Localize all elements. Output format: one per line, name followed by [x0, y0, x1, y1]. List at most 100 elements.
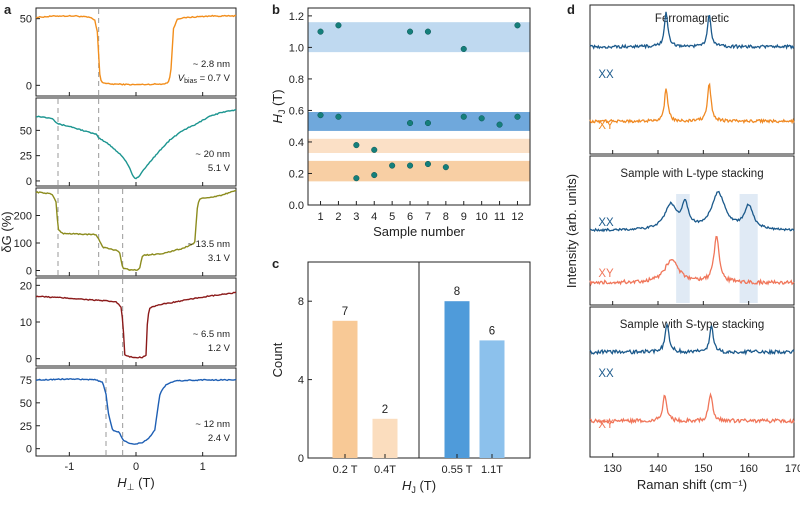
y-tick-label: 25 [20, 151, 32, 163]
panel-label-b: b [272, 2, 280, 17]
x-tick-label: 160 [739, 463, 757, 475]
y-tick-label: 200 [14, 211, 32, 223]
subplot-frame [35, 277, 237, 367]
spectrum-xy [589, 392, 795, 425]
y-tick-label: 0 [26, 354, 32, 366]
x-tick-label: 0.4T [374, 464, 396, 476]
bar-value-label: 6 [489, 325, 495, 337]
voltage-label: 1.2 V [208, 343, 231, 354]
spectrum-xy [589, 82, 795, 125]
y-tick-label: 100 [14, 238, 32, 250]
x-tick-label: 150 [694, 463, 712, 475]
y-tick-label: 50 [20, 14, 32, 26]
curve-line-2 [35, 109, 237, 180]
y-axis-label: HJ (T) [270, 89, 287, 123]
y-tick-label: 0 [26, 444, 32, 456]
data-point [406, 28, 414, 35]
voltage-label: 2.4 V [208, 433, 231, 444]
voltage-label: 5.1 V [208, 163, 231, 174]
data-point [424, 119, 432, 127]
x-tick-label: 0.2 T [333, 464, 358, 476]
bar-2 [372, 418, 398, 458]
y-tick-label: 10 [20, 317, 32, 329]
x-tick-label: 1 [200, 461, 206, 473]
x-tick-label: 170 [785, 463, 800, 475]
x-axis-label: H⊥ (T) [117, 475, 154, 492]
y-tick-label: 0.6 [289, 105, 304, 117]
subplot-frame [35, 97, 237, 187]
curve-line-1 [35, 14, 237, 86]
subplot-frame [589, 306, 795, 458]
highlight-region [676, 194, 690, 303]
bias-label: Vbias = 0.7 V [178, 73, 231, 85]
x-axis-label: HJ (T) [402, 478, 436, 495]
x-tick-label: 5 [389, 211, 395, 223]
panel-label-a: a [4, 2, 12, 17]
y-tick-label: 8 [298, 296, 304, 308]
y-tick-label: 0 [26, 266, 32, 278]
bar-value-label: 8 [454, 286, 460, 298]
highlight-band [308, 138, 530, 153]
data-point [478, 115, 485, 122]
spectrum-xx [589, 190, 795, 233]
data-point [335, 113, 342, 120]
spectrum-xx [589, 11, 795, 50]
x-tick-label: 1 [317, 211, 323, 223]
x-tick-label: 10 [476, 211, 488, 223]
series-label-xy: XY [598, 120, 614, 132]
thickness-label: ~ 20 nm [195, 149, 230, 160]
x-tick-label: 11 [494, 211, 505, 223]
subplot-title: Sample with L-type stacking [620, 168, 763, 180]
x-axis-label: Sample number [373, 224, 465, 239]
data-point [317, 112, 324, 119]
subplot-title: Sample with S-type stacking [620, 319, 764, 331]
y-tick-label: 25 [20, 421, 32, 433]
series-label-xy: XY [598, 268, 614, 280]
x-axis-label: Raman shift (cm⁻¹) [637, 477, 747, 492]
x-tick-label: 9 [461, 211, 467, 223]
series-label-xx: XX [598, 217, 614, 229]
curve-line-5 [35, 377, 237, 445]
data-point [335, 22, 342, 29]
bar-1 [332, 320, 358, 458]
thickness-label: ~ 2.8 nm [193, 59, 230, 70]
x-tick-label: 0 [133, 461, 139, 473]
panel-b: b0.00.20.40.60.81.01.21 2 3 4 5 6 7 8 9 10 11 12Sam… [270, 2, 531, 239]
x-tick-label: 140 [649, 463, 667, 475]
curve-line-3 [35, 189, 237, 272]
panel-label-c: c [272, 256, 279, 271]
y-tick-label: 20 [20, 280, 32, 292]
y-tick-label: 75 [20, 375, 32, 387]
data-point [389, 162, 396, 169]
thickness-label: ~ 12 nm [195, 419, 230, 430]
panel-label-d: d [567, 2, 575, 17]
curve-line-4 [35, 291, 237, 359]
highlight-band [308, 22, 530, 53]
x-tick-label: 6 [407, 211, 413, 223]
y-tick-label: 0 [26, 80, 32, 92]
y-tick-label: 0 [298, 453, 304, 465]
x-tick-label: 2 [335, 211, 341, 223]
highlight-band [308, 160, 530, 182]
y-axis-label: δG (%) [0, 211, 14, 252]
data-point [460, 45, 467, 53]
spectrum-xy [589, 235, 795, 287]
data-point [406, 119, 414, 127]
x-tick-label: 0.55 T [442, 464, 473, 476]
series-label-xx: XX [598, 368, 614, 380]
data-point [371, 146, 378, 153]
x-tick-label: 3 [353, 211, 359, 223]
subplot-frame [35, 367, 237, 457]
thickness-label: ~ 13.5 nm [187, 239, 230, 250]
series-label-xx: XX [598, 69, 614, 81]
x-tick-label: 7 [425, 211, 431, 223]
y-axis-label: Intensity (arb. units) [564, 174, 579, 288]
y-tick-label: 0.8 [289, 74, 304, 86]
y-tick-label: 50 [20, 125, 32, 137]
data-point [496, 121, 503, 128]
data-point [424, 160, 432, 168]
y-tick-label: 1.2 [289, 11, 304, 23]
x-tick-label: 12 [511, 211, 523, 223]
